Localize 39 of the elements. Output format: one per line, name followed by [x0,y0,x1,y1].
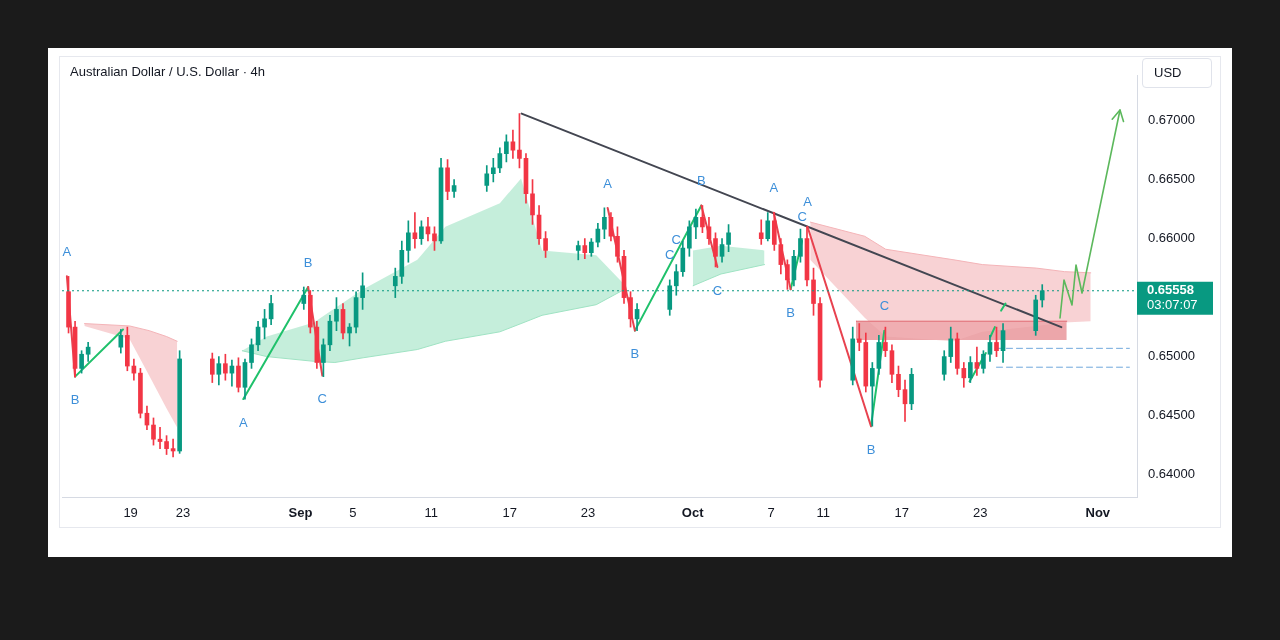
annotation: B [866,441,876,457]
annotation: C [317,391,327,407]
annotation: C [712,282,723,298]
x-tick-label: Oct [681,505,705,521]
y-axis-title: USD [1142,58,1212,88]
x-tick-label: 23 [175,505,191,521]
x-tick-label: Nov [1085,505,1111,521]
x-tick-label: 5 [349,505,357,521]
annotation: B [630,346,640,362]
annotation: C [797,208,807,224]
text: 03:07:07 [1147,297,1198,313]
x-tick-label: 11 [424,505,438,521]
x-tick-label: 23 [972,505,988,521]
x-tick-label: 7 [767,505,775,521]
annotation: A [603,175,613,191]
annotation: A [769,180,779,196]
annotation: B [786,304,795,320]
x-tick-label: 11 [816,505,831,521]
x-tick-label: Sep [288,505,313,521]
annotation: C [671,232,681,248]
y-tick-label: 0.66000 [1148,230,1195,246]
annotation: A [803,194,813,210]
y-tick-label: 0.67000 [1148,112,1195,128]
x-tick-label: 23 [580,505,596,521]
annotation: B [70,392,80,408]
ref-line-label: 0.65558 [1147,282,1194,298]
x-tick-label: 19 [123,505,138,521]
y-tick-label: 0.65000 [1148,348,1195,364]
annotation: C [879,298,890,314]
y-tick-label: 0.64500 [1148,407,1195,423]
x-tick-label: 17 [894,505,909,521]
annotation: C [665,247,675,263]
annotation: A [239,414,249,430]
annotation: A [62,243,72,259]
y-tick-label: 0.64000 [1148,466,1195,482]
x-tick-label: 17 [502,505,517,521]
y-tick-label: 0.66500 [1148,171,1195,187]
chart-title: Australian Dollar / U.S. Dollar · 4h [70,64,266,79]
annotation: B [303,254,313,270]
